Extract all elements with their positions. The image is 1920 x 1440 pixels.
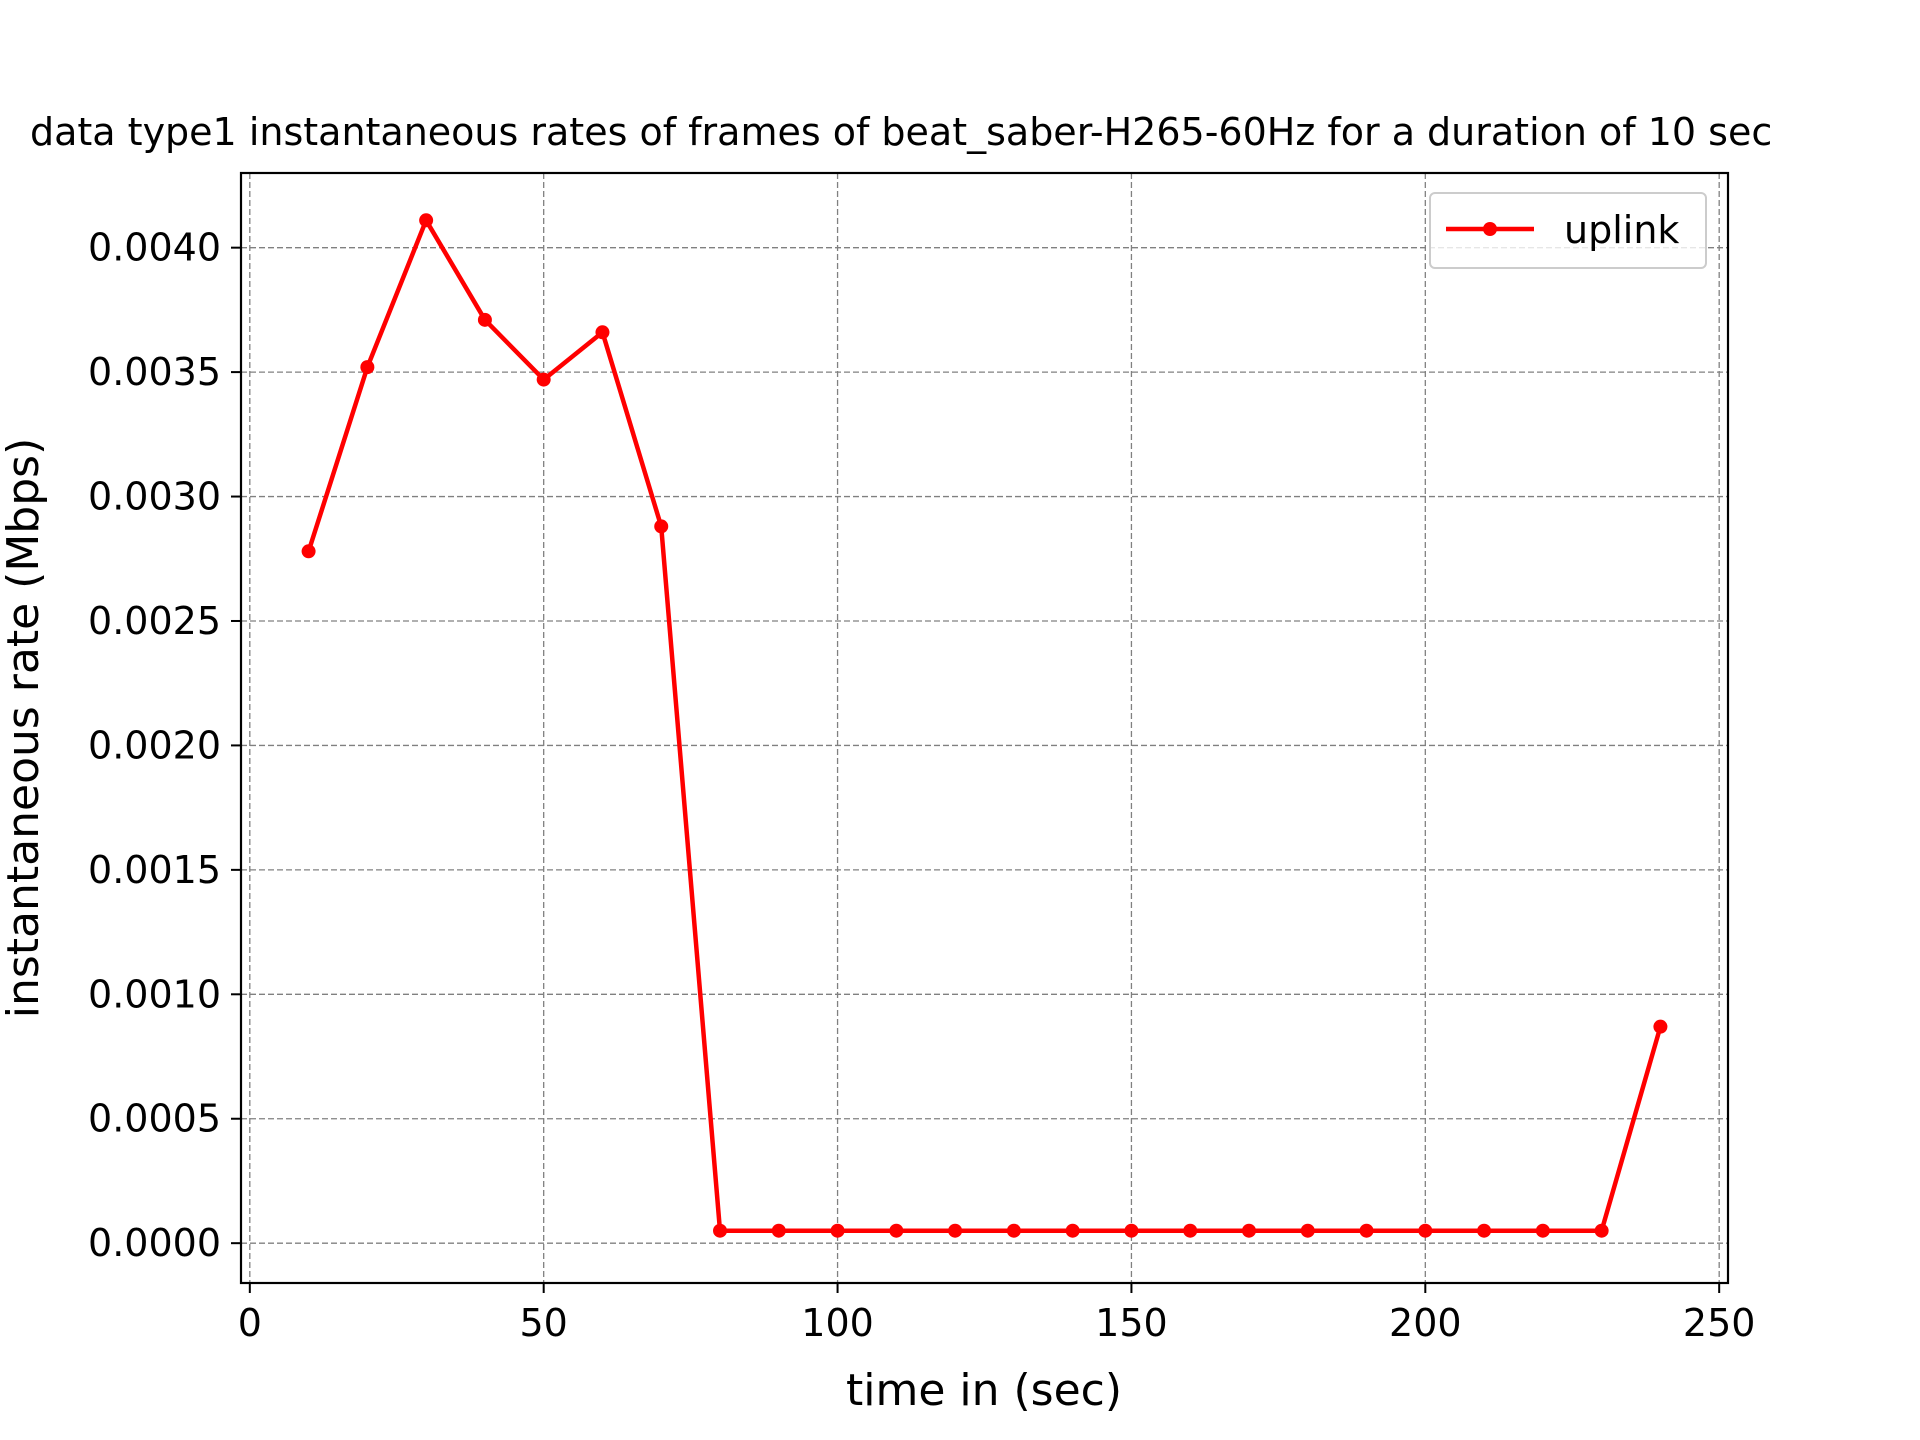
x-tick-label: 200: [1389, 1301, 1462, 1345]
chart-title: data type1 instantaneous rates of frames…: [30, 110, 1772, 154]
data-point: [889, 1223, 904, 1238]
x-axis: 0 50 100 150 200 250: [238, 1283, 1756, 1345]
data-point: [360, 360, 375, 375]
y-tick-label: 0.0015: [88, 848, 221, 892]
data-point: [713, 1223, 728, 1238]
x-tick-label: 250: [1683, 1301, 1756, 1345]
x-tick-label: 50: [520, 1301, 568, 1345]
data-point: [1006, 1223, 1021, 1238]
x-tick-label: 0: [238, 1301, 262, 1345]
legend-box: [1429, 192, 1707, 269]
y-tick-label: 0.0035: [88, 350, 221, 394]
data-point: [301, 544, 316, 559]
y-axis: 0.0000 0.0005 0.0010 0.0015 0.0020 0.0025 0.00…: [88, 226, 241, 1265]
data-point: [1653, 1019, 1668, 1034]
data-point: [1183, 1223, 1198, 1238]
plot-area: [239, 171, 1730, 1285]
legend: uplink: [1429, 192, 1707, 269]
x-tick-label: 150: [1095, 1301, 1168, 1345]
y-tick-label: 0.0005: [88, 1097, 221, 1141]
data-point: [1124, 1223, 1139, 1238]
data-point: [654, 519, 669, 534]
data-point: [1477, 1223, 1492, 1238]
gridlines: [241, 173, 1728, 1283]
data-point: [1300, 1223, 1315, 1238]
data-point: [1594, 1223, 1609, 1238]
y-tick-label: 0.0040: [88, 226, 221, 270]
data-point: [771, 1223, 786, 1238]
data-point: [1418, 1223, 1433, 1238]
data-point: [1241, 1223, 1256, 1238]
y-tick-label: 0.0020: [88, 723, 221, 767]
data-point: [1359, 1223, 1374, 1238]
x-tick-label: 100: [801, 1301, 874, 1345]
data-point: [830, 1223, 845, 1238]
data-point: [536, 372, 551, 387]
y-tick-label: 0.0000: [88, 1221, 221, 1265]
y-tick-label: 0.0010: [88, 972, 221, 1016]
data-point: [1535, 1223, 1550, 1238]
series-line: [306, 218, 1663, 1233]
legend-label-uplink: uplink: [1564, 208, 1679, 252]
x-axis-label: time in (sec): [846, 1365, 1122, 1416]
y-axis-label: instantaneous rate (Mbps): [0, 438, 49, 1018]
data-point: [595, 325, 610, 340]
legend-marker-uplink: [1483, 222, 1497, 236]
series-uplink: [301, 213, 1668, 1238]
y-tick-label: 0.0025: [88, 599, 221, 643]
y-tick-label: 0.0030: [88, 475, 221, 519]
data-point: [419, 213, 434, 228]
data-point: [477, 312, 492, 327]
data-point: [1065, 1223, 1080, 1238]
data-point: [948, 1223, 963, 1238]
